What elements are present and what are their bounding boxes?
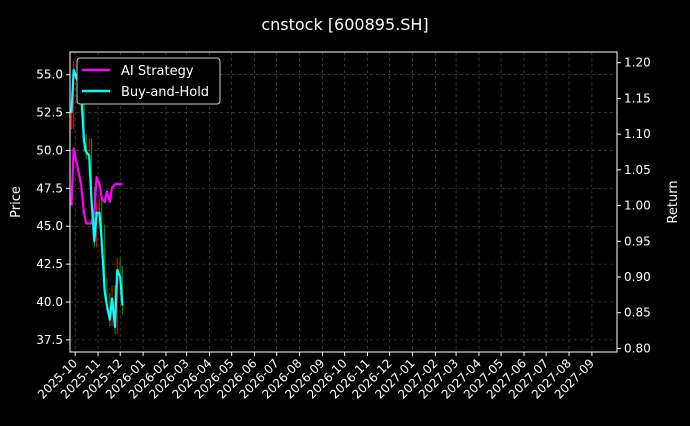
y-tick-label-left: 40.0	[36, 295, 63, 309]
y-tick-label-right: 0.85	[624, 306, 651, 320]
chart-title: cnstock [600895.SH]	[261, 15, 428, 34]
y-tick-label-right: 1.20	[624, 56, 651, 70]
y-tick-label-right: 1.00	[624, 199, 651, 213]
y-tick-label-right: 0.90	[624, 270, 651, 284]
y-tick-label-right: 0.95	[624, 234, 651, 248]
legend-label-buy-and-hold: Buy-and-Hold	[121, 85, 209, 100]
y-tick-label-left: 55.0	[36, 68, 63, 82]
y-axis-left-label: Price	[9, 186, 24, 218]
y-tick-label-right: 1.05	[624, 163, 651, 177]
series-line-ai-strategy	[70, 147, 123, 225]
y-tick-label-left: 45.0	[36, 219, 63, 233]
y-tick-label-right: 1.10	[624, 127, 651, 141]
y-tick-label-right: 0.80	[624, 341, 651, 355]
plot-frame	[69, 51, 618, 353]
y-tick-label-left: 47.5	[36, 181, 63, 195]
legend: AI Strategy Buy-and-Hold	[76, 57, 221, 105]
legend-label-ai-strategy: AI Strategy	[121, 64, 194, 79]
y-axis-right-label: Return	[666, 180, 681, 223]
y-tick-label-left: 50.0	[36, 143, 63, 157]
y-tick-label-left: 37.5	[36, 333, 63, 347]
series-line-buy-and-hold	[70, 68, 124, 329]
y-tick-label-right: 1.15	[624, 91, 651, 105]
y-tick-label-left: 42.5	[36, 257, 63, 271]
y-tick-label-left: 52.5	[36, 106, 63, 120]
legend-box	[76, 57, 221, 105]
